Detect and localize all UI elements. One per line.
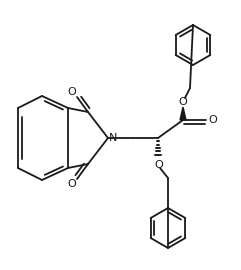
Text: O: O: [209, 115, 217, 125]
Text: O: O: [68, 87, 76, 97]
Text: N: N: [109, 133, 117, 143]
Text: O: O: [68, 179, 76, 189]
Text: O: O: [155, 160, 163, 170]
Text: O: O: [179, 97, 187, 107]
Polygon shape: [180, 107, 186, 120]
